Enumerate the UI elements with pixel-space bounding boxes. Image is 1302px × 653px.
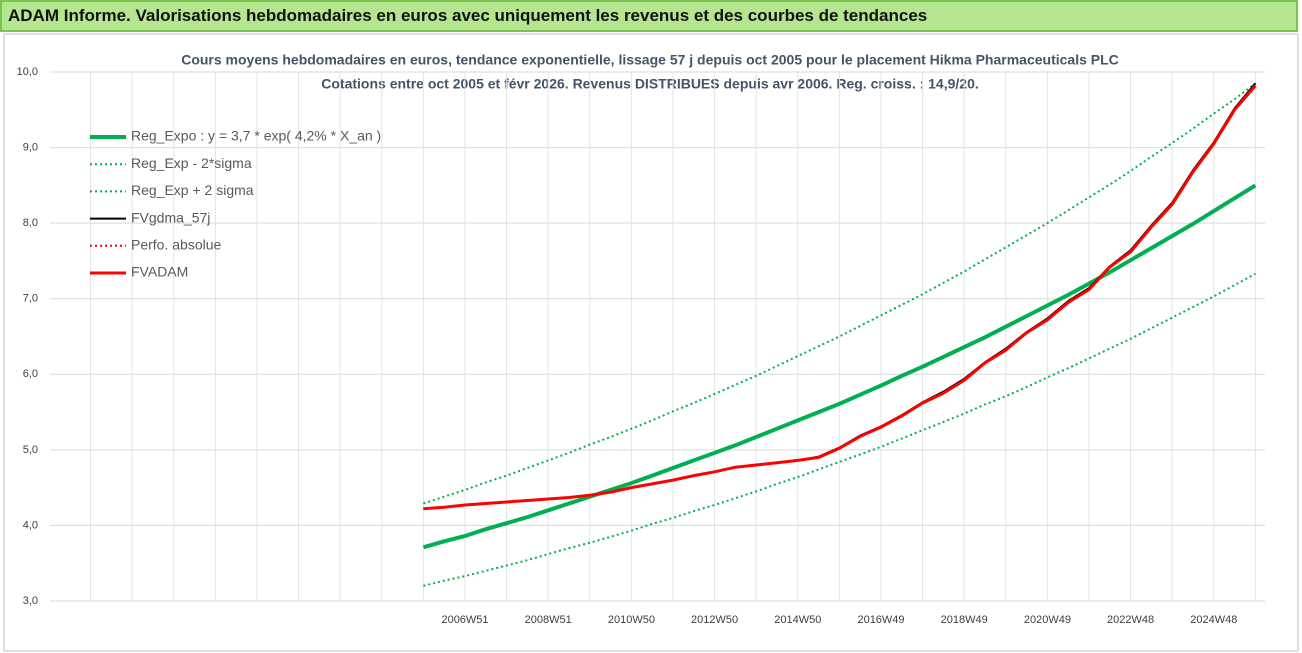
y-tick-label: 10,0 <box>17 66 38 78</box>
chart-frame <box>3 33 1299 652</box>
x-tick-label: 2024W48 <box>1190 614 1237 626</box>
legend-label: Perfo. absolue <box>131 237 221 253</box>
chart-subtitle: Cotations entre oct 2005 et févr 2026. R… <box>321 76 979 92</box>
chart-title: Cours moyens hebdomadaires en euros, ten… <box>181 52 1119 68</box>
legend-label: Reg_Exp - 2*sigma <box>131 155 252 171</box>
header-title: ADAM Informe. Valorisations hebdomadaire… <box>0 0 1298 32</box>
legend-label: FVADAM <box>131 264 188 280</box>
series-line <box>423 82 1257 505</box>
series-line <box>422 183 1257 550</box>
x-tick-label: 2016W49 <box>857 614 904 626</box>
series-line <box>423 84 1257 511</box>
x-tick-label: 2020W49 <box>1024 614 1071 626</box>
legend-label: Reg_Exp + 2 sigma <box>131 182 254 198</box>
y-tick-label: 4,0 <box>23 519 38 531</box>
y-tick-label: 5,0 <box>23 444 38 456</box>
y-tick-label: 8,0 <box>23 217 38 229</box>
chart: Cours moyens hebdomadaires en euros, ten… <box>3 33 1299 652</box>
series-line <box>423 272 1256 587</box>
x-tick-label: 2006W51 <box>441 614 488 626</box>
x-tick-label: 2010W50 <box>608 614 655 626</box>
y-tick-label: 6,0 <box>23 368 38 380</box>
legend-label: FVgdma_57j <box>131 209 210 225</box>
y-tick-label: 7,0 <box>23 293 38 305</box>
x-tick-label: 2022W48 <box>1107 614 1154 626</box>
x-tick-label: 2018W49 <box>941 614 988 626</box>
y-tick-label: 3,0 <box>23 595 38 607</box>
x-tick-label: 2014W50 <box>774 614 821 626</box>
y-tick-label: 9,0 <box>23 141 38 153</box>
x-tick-label: 2008W51 <box>525 614 572 626</box>
legend-label: Reg_Expo : y = 3,7 * exp( 4,2% * X_an ) <box>131 128 381 144</box>
x-tick-label: 2012W50 <box>691 614 738 626</box>
